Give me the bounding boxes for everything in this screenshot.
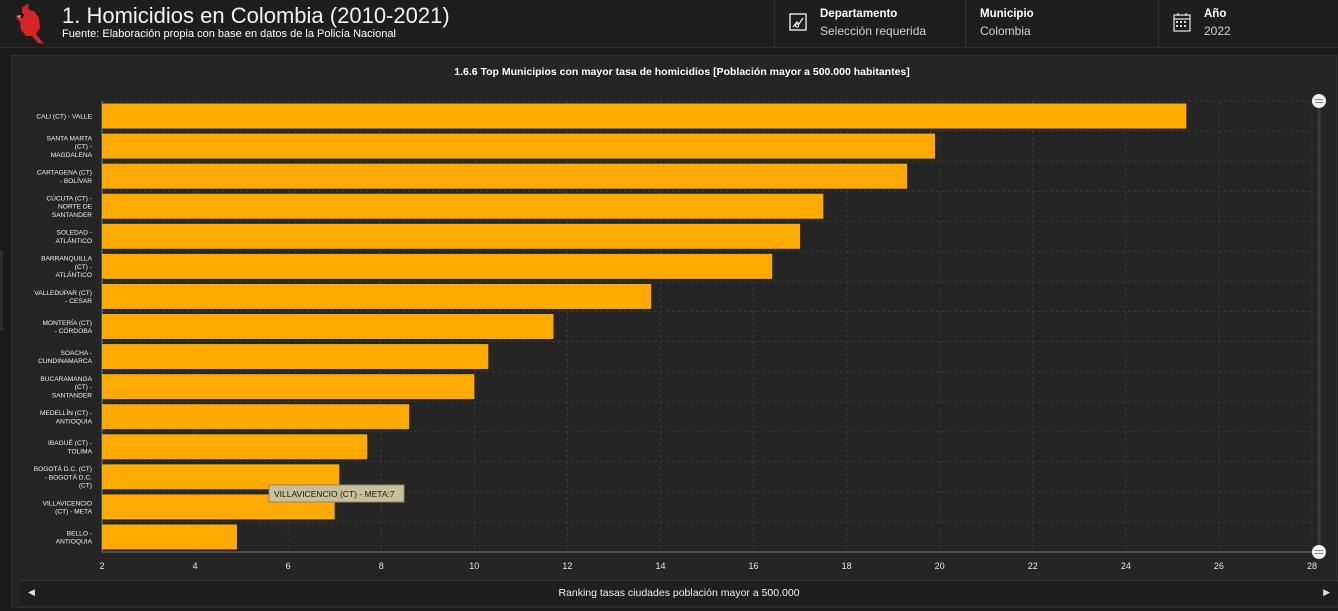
bar[interactable] (102, 283, 652, 309)
x-tick-label: 20 (935, 561, 945, 571)
bars (102, 103, 1187, 550)
scroll-left-arrow-icon[interactable]: ◀ (28, 587, 35, 597)
y-category-label: NORTE DE (58, 204, 93, 211)
map-icon (789, 13, 807, 31)
y-category-label: - BOLÍVAR (60, 176, 92, 185)
bar[interactable] (102, 163, 908, 189)
municipio-label: Municipio (980, 8, 1034, 20)
bar[interactable] (102, 133, 936, 159)
x-tick-label: 6 (286, 561, 291, 571)
y-category-label: IBAGUÉ (CT) - (48, 438, 92, 447)
x-tick-label: 12 (562, 561, 572, 571)
y-category-label: MAGDALENA (51, 152, 93, 159)
x-tick-label: 8 (379, 561, 384, 571)
y-category-label: CÚCUTA (CT) - (46, 194, 92, 203)
cardinal-bird-logo (16, 3, 44, 44)
y-category-label: MEDELLÍN (CT) - (40, 408, 92, 417)
panel-edge (0, 250, 3, 330)
y-category-label: (CT) (79, 483, 92, 490)
y-category-label: BELLO - (67, 530, 92, 537)
y-category-label: TOLIMA (68, 448, 93, 455)
bar[interactable] (102, 374, 475, 400)
scroll-handle-top[interactable] (1312, 94, 1326, 108)
y-category-label: SANTA MARTA (47, 135, 93, 142)
calendar-icon (1173, 13, 1191, 32)
footer-bar: ◀ Ranking tasas ciudades población mayor… (20, 580, 1338, 605)
y-category-label: CARTAGENA (CT) (37, 170, 92, 177)
y-category-label: - CÓRDOBA (55, 326, 93, 335)
y-category-label: (CT) - (75, 264, 92, 271)
x-tick-label: 22 (1028, 561, 1038, 571)
bar[interactable] (102, 344, 489, 370)
bar[interactable] (102, 253, 773, 279)
bar[interactable] (102, 193, 824, 219)
chart-title: 1.6.6 Top Municipios con mayor tasa de h… (454, 66, 910, 78)
scroll-handle-bottom[interactable] (1312, 545, 1326, 559)
bar[interactable] (102, 524, 237, 550)
bar[interactable] (102, 103, 1187, 129)
x-tick-label: 4 (193, 561, 198, 571)
x-axis-ticks: 2 4 6 8 10 12 14 16 18 20 22 24 26 28 (99, 561, 1317, 571)
chart-panel: 1.6.6 Top Municipios con mayor tasa de h… (11, 55, 1337, 608)
departamento-label: Departamento (820, 8, 898, 20)
tooltip-text: VILLAVICENCIO (CT) - META:7 (274, 489, 395, 499)
x-tick-label: 18 (842, 561, 852, 571)
y-category-label: ATLÁNTICO (55, 236, 92, 245)
x-tick-label: 10 (469, 561, 479, 571)
y-category-label: - CESAR (65, 298, 92, 305)
y-category-label: - BOGOTÁ D.C. (45, 472, 92, 481)
bar[interactable] (102, 314, 554, 339)
header-bar: 1. Homicidios en Colombia (2010-2021) Fu… (0, 0, 1338, 48)
departamento-value: Selección requerida (820, 24, 927, 38)
y-category-label: (CT) - (75, 144, 92, 151)
y-category-label: SANTANDER (52, 212, 92, 219)
bar[interactable] (102, 434, 368, 460)
x-tick-label: 24 (1121, 561, 1131, 571)
municipio-value: Colombia (980, 24, 1031, 38)
bar[interactable] (102, 223, 801, 249)
x-tick-label: 28 (1307, 561, 1317, 571)
y-category-label: (CT) - (75, 384, 92, 391)
bar-chart: 1.6.6 Top Municipios con mayor tasa de h… (34, 66, 1326, 571)
departamento-filter[interactable]: Departamento Selección requerida (774, 0, 965, 48)
y-category-label: BOGOTÁ D.C. (CT) (34, 464, 92, 473)
x-tick-label: 26 (1214, 561, 1224, 571)
y-category-label: CALI (CT) - VALLE (36, 114, 92, 121)
y-category-label: ANTIOQUIA (56, 418, 93, 425)
ano-label: Año (1204, 8, 1227, 20)
y-category-label: ANTIOQUIA (56, 539, 93, 546)
ano-value: 2022 (1204, 24, 1231, 38)
y-category-label: SOACHA - (60, 350, 92, 357)
scroll-right-arrow-icon[interactable]: ▶ (1323, 587, 1330, 597)
page-title: 1. Homicidios en Colombia (2010-2021) (62, 3, 450, 28)
x-tick-label: 2 (99, 561, 104, 571)
ano-filter[interactable]: Año 2022 (1158, 0, 1338, 48)
x-tick-label: 14 (655, 561, 665, 571)
footer-caption: Ranking tasas ciudades población mayor a… (558, 587, 800, 599)
y-category-label: SANTANDER (52, 392, 92, 399)
bar[interactable] (102, 404, 410, 430)
page-subtitle: Fuente: Elaboración propia con base en d… (62, 28, 396, 40)
y-category-label: BUCARAMANGA (40, 376, 92, 383)
y-category-label: BARRANQUILLA (41, 256, 93, 263)
y-category-label: MONTERÍA (CT) (43, 318, 92, 327)
y-category-label: VILLAVICENCIO (43, 500, 92, 507)
y-category-label: VALLEDUPAR (CT) (34, 290, 92, 297)
municipio-filter[interactable]: Municipio Colombia (965, 0, 1158, 48)
y-category-label: CUNDINAMARCA (38, 358, 92, 365)
y-category-label: ATLÁNTICO (55, 270, 92, 279)
y-category-label: (CT) - META (55, 509, 92, 516)
tooltip: VILLAVICENCIO (CT) - META:7 (268, 484, 405, 503)
x-tick-label: 16 (749, 561, 759, 571)
y-category-label: SOLEDAD - (56, 230, 92, 237)
